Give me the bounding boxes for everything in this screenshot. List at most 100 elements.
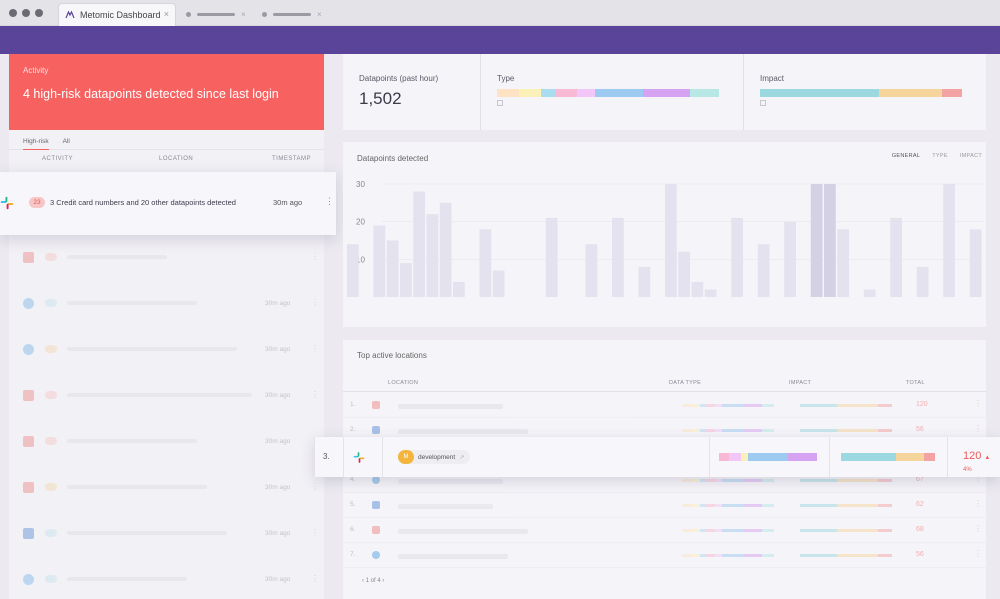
- data-type-bar[interactable]: [682, 554, 774, 557]
- chart-bar[interactable]: [704, 289, 717, 297]
- prev-page-icon[interactable]: ‹: [362, 578, 364, 584]
- impact-bar[interactable]: [800, 529, 892, 532]
- more-options-icon[interactable]: ⋮: [974, 499, 982, 508]
- more-options-icon[interactable]: ⋮: [311, 574, 319, 583]
- more-options-icon[interactable]: ⋮: [974, 524, 982, 533]
- more-options-icon[interactable]: ⋮: [311, 482, 319, 491]
- chart-bar[interactable]: [400, 263, 412, 297]
- activity-row[interactable]: 30m ago⋮: [9, 464, 324, 510]
- impact-breakdown-bar[interactable]: [760, 89, 962, 97]
- chart-bar[interactable]: [784, 221, 796, 297]
- activity-row[interactable]: 30m ago⋮: [9, 280, 324, 326]
- data-type-bar[interactable]: [682, 529, 774, 532]
- chart-bar[interactable]: [585, 244, 598, 297]
- chart-bar[interactable]: [426, 214, 439, 297]
- location-row[interactable]: 4. 67 ⋮: [343, 468, 986, 493]
- tab-high-risk[interactable]: High-risk: [23, 138, 49, 150]
- more-options-icon[interactable]: ⋮: [974, 549, 982, 558]
- datapoints-bar-chart[interactable]: 30 20 10: [343, 172, 986, 302]
- impact-bar[interactable]: [800, 429, 892, 432]
- activity-row-highlighted[interactable]: 23 3 Credit card numbers and 20 other da…: [0, 172, 336, 235]
- activity-row[interactable]: 30m ago⋮: [9, 326, 324, 372]
- chart-bar[interactable]: [863, 289, 876, 297]
- browser-tab-placeholder[interactable]: ×: [186, 8, 246, 20]
- chart-bar[interactable]: [413, 191, 425, 297]
- impact-bar[interactable]: [800, 479, 892, 482]
- external-link-icon[interactable]: ↗: [459, 454, 465, 461]
- column-header-activity[interactable]: ACTIVITY: [42, 156, 74, 162]
- chart-bar[interactable]: [439, 202, 452, 297]
- more-options-icon[interactable]: ⋮: [311, 298, 319, 307]
- chart-tab-general[interactable]: GENERAL: [891, 153, 921, 159]
- impact-bar[interactable]: [800, 404, 892, 407]
- column-header-data-type[interactable]: DATA TYPE: [669, 380, 702, 386]
- activity-row[interactable]: 30m ago⋮: [9, 510, 324, 556]
- more-options-icon[interactable]: ⋮: [974, 474, 982, 483]
- legend-toggle-icon[interactable]: [497, 100, 503, 106]
- more-options-icon[interactable]: ⋮: [325, 196, 334, 206]
- browser-tab-placeholder[interactable]: ×: [262, 8, 322, 20]
- chart-bar[interactable]: [373, 225, 386, 297]
- impact-bar[interactable]: [800, 504, 892, 507]
- location-row[interactable]: 1. 120 ⋮: [343, 393, 986, 418]
- chart-tab-impact[interactable]: IMPACT: [959, 153, 982, 159]
- more-options-icon[interactable]: ⋮: [311, 390, 319, 399]
- tab-close-icon[interactable]: ×: [317, 9, 322, 19]
- chart-bar[interactable]: [837, 229, 849, 297]
- chart-bar[interactable]: [916, 266, 929, 297]
- window-close-dot[interactable]: [9, 9, 17, 17]
- location-row[interactable]: 6. 68 ⋮: [343, 518, 986, 543]
- activity-row[interactable]: 30m ago⋮: [9, 556, 324, 599]
- data-type-bar[interactable]: [682, 504, 774, 507]
- chart-bar[interactable]: [386, 240, 399, 298]
- activity-row[interactable]: 30m ago⋮: [9, 372, 324, 418]
- chart-bar[interactable]: [943, 184, 955, 297]
- column-header-impact[interactable]: IMPACT: [789, 380, 812, 386]
- activity-row[interactable]: 30m ago⋮: [9, 418, 324, 464]
- chart-bar[interactable]: [969, 229, 982, 297]
- data-type-bar[interactable]: [719, 453, 817, 461]
- chart-bar[interactable]: [810, 184, 823, 297]
- next-page-icon[interactable]: ›: [382, 578, 385, 584]
- location-row[interactable]: 5. 62 ⋮: [343, 493, 986, 518]
- more-options-icon[interactable]: ⋮: [974, 424, 982, 433]
- type-breakdown-bar[interactable]: [497, 89, 719, 97]
- column-header-location[interactable]: LOCATION: [159, 156, 194, 162]
- tab-close-icon[interactable]: ×: [163, 9, 169, 19]
- data-type-bar[interactable]: [682, 404, 774, 407]
- data-type-bar[interactable]: [682, 479, 774, 482]
- browser-tab-active[interactable]: Metomic Dashboard ×: [58, 3, 176, 26]
- chart-bar[interactable]: [678, 251, 690, 297]
- chart-bar[interactable]: [492, 270, 505, 297]
- window-minimize-dot[interactable]: [22, 9, 30, 17]
- tab-close-icon[interactable]: ×: [241, 9, 246, 19]
- chart-bar[interactable]: [638, 266, 651, 297]
- chart-bar[interactable]: [691, 281, 704, 297]
- location-row[interactable]: 7. 56 ⋮: [343, 543, 986, 568]
- activity-row[interactable]: ⋮: [9, 234, 324, 280]
- chart-bar[interactable]: [757, 244, 770, 297]
- impact-bar[interactable]: [841, 453, 935, 461]
- more-options-icon[interactable]: ⋮: [311, 344, 319, 353]
- chart-bar[interactable]: [545, 217, 558, 297]
- column-header-timestamp[interactable]: TIMESTAMP: [272, 156, 312, 162]
- impact-bar[interactable]: [800, 554, 892, 557]
- chart-bar[interactable]: [824, 184, 836, 297]
- more-options-icon[interactable]: ⋮: [311, 528, 319, 537]
- tab-all[interactable]: All: [62, 138, 70, 145]
- chart-bar[interactable]: [479, 229, 492, 297]
- legend-toggle-icon[interactable]: [760, 100, 766, 106]
- location-row-highlighted[interactable]: 3. M development ↗ 120 ▲ 4%: [315, 437, 1000, 477]
- window-maximize-dot[interactable]: [35, 9, 43, 17]
- chart-bar[interactable]: [612, 217, 624, 297]
- chart-bar[interactable]: [453, 281, 465, 297]
- chart-tab-type[interactable]: TYPE: [932, 153, 948, 159]
- more-options-icon[interactable]: ⋮: [974, 399, 982, 408]
- chart-bar[interactable]: [665, 184, 677, 297]
- location-tag[interactable]: M development ↗: [398, 450, 471, 464]
- column-header-total[interactable]: TOTAL: [906, 380, 925, 386]
- chart-bar[interactable]: [890, 217, 902, 297]
- chart-bar[interactable]: [731, 217, 743, 297]
- data-type-bar[interactable]: [682, 429, 774, 432]
- more-options-icon[interactable]: ⋮: [311, 252, 319, 261]
